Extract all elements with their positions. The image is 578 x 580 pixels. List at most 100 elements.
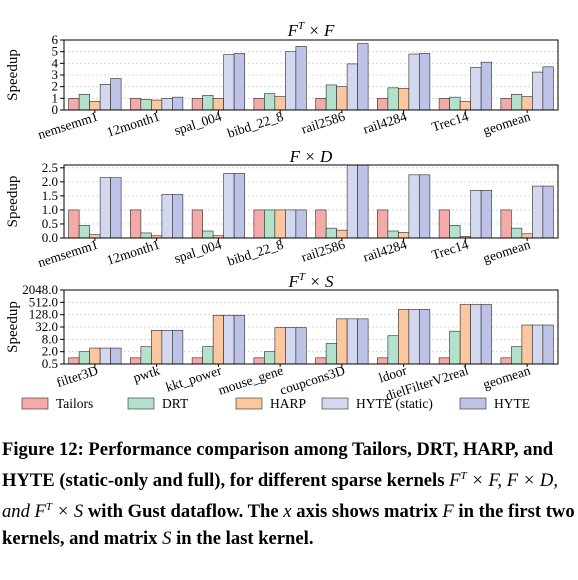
bar-harp-rail2586 <box>336 86 348 111</box>
bar-hyte-spal-004 <box>233 53 245 111</box>
bar-drt-12month1 <box>140 99 152 111</box>
y-tick-label: 2 <box>52 79 59 94</box>
x-tick-label: coupcons3D <box>278 363 347 398</box>
y-tick-label: 32.0 <box>35 319 58 334</box>
bar-hyte-static-rail2586 <box>346 164 358 239</box>
bar-tailors-geomean <box>500 357 512 365</box>
y-tick-label: 2048.0 <box>22 282 58 297</box>
title-part: × F <box>304 21 335 40</box>
chart-title: FT × F <box>287 20 335 40</box>
bar-hyte-static-bibd-22-8 <box>285 51 297 111</box>
plot-frame <box>63 39 559 111</box>
bar-hyte-geomean <box>542 324 554 365</box>
bar-hyte-static-nemsemm1 <box>99 177 111 239</box>
y-tick-label: 1.5 <box>42 188 58 203</box>
bar-drt-trec14 <box>449 96 461 111</box>
bar-hyte-static-filter3d <box>99 347 111 365</box>
bar-tailors-geomean <box>500 209 512 239</box>
y-axis-label: Speedup <box>5 49 21 101</box>
bar-hyte-dielfilterv2real <box>480 304 492 365</box>
bar-tailors-mouse-gene <box>253 357 265 365</box>
bar-tailors-dielfilterv2real <box>438 357 450 365</box>
y-tick-label: 0.5 <box>42 356 58 371</box>
bar-hyte-trec14 <box>480 189 492 239</box>
bar-hyte-spal-004 <box>233 173 245 239</box>
title-part: F <box>287 21 299 40</box>
bar-hyte-static-12month1 <box>161 194 173 239</box>
bar-drt-spal-004 <box>202 230 214 239</box>
y-tick-label: 128.0 <box>29 307 58 322</box>
bar-drt-coupcons3d <box>325 343 337 365</box>
caption-text-5: in the last kernel. <box>176 528 314 550</box>
bar-tailors-rail2586 <box>315 209 327 239</box>
title-superscript: T <box>299 271 306 283</box>
bar-tailors-12month1 <box>130 209 142 239</box>
bar-hyte-static-nemsemm1 <box>99 84 111 111</box>
bar-tailors-nemsemm1 <box>68 98 80 111</box>
bar-tailors-rail4284 <box>377 209 389 239</box>
bar-hyte-ldoor <box>419 309 431 365</box>
bar-tailors-trec14 <box>438 209 450 239</box>
bar-harp-bibd-22-8 <box>274 209 286 239</box>
bar-hyte-trec14 <box>480 61 492 111</box>
legend-swatch-hyte <box>459 397 487 410</box>
caption-math-kernels: × F, F × D, and <box>2 470 558 523</box>
bar-harp-mouse-gene <box>274 327 286 365</box>
bar-harp-ldoor <box>398 309 410 365</box>
legend-label-hyte: HYTE <box>494 396 530 411</box>
bar-tailors-bibd-22-8 <box>253 209 265 239</box>
x-tick-label: mouse_gene <box>216 363 285 398</box>
x-tick-label: geomean <box>481 237 532 266</box>
chart-title: FT × S <box>288 271 334 291</box>
bar-hyte-static-ldoor <box>408 309 420 365</box>
x-tick-label: spal_004 <box>172 109 223 138</box>
bar-harp-coupcons3d <box>336 318 348 365</box>
bar-tailors-filter3d <box>68 357 80 365</box>
bar-drt-geomean <box>511 346 523 365</box>
bar-hyte-static-kkt-power <box>223 314 235 365</box>
caption-math-ft2: FT <box>34 501 53 523</box>
y-tick-label: 1 <box>52 90 59 105</box>
bar-hyte-rail4284 <box>419 174 431 239</box>
chart-title: F × D <box>289 147 333 166</box>
bar-hyte-static-bibd-22-8 <box>285 209 297 239</box>
x-tick-label: rail4284 <box>361 109 409 137</box>
bar-tailors-bibd-22-8 <box>253 98 265 111</box>
caption-text-3: axis shows matrix <box>296 501 438 523</box>
bar-harp-kkt-power <box>212 314 224 365</box>
x-tick-label: rail4284 <box>361 237 409 265</box>
y-axis-label: Speedup <box>5 176 21 228</box>
x-tick-label: geomean <box>481 363 532 392</box>
bar-hyte-rail2586 <box>357 164 369 239</box>
plot-frame <box>63 164 559 239</box>
y-tick-label: 3 <box>52 67 59 82</box>
legend: Tailors DRT HARP HYTE (static) HYTE <box>21 396 530 411</box>
bar-hyte-nemsemm1 <box>110 78 122 111</box>
y-axis-label: Speedup <box>5 301 21 353</box>
bar-hyte-rail2586 <box>357 43 369 111</box>
bar-drt-rail4284 <box>387 230 399 239</box>
bar-hyte-12month1 <box>172 194 184 239</box>
bar-tailors-12month1 <box>130 98 142 111</box>
y-tick-label: 6 <box>52 32 59 47</box>
bar-tailors-kkt-power <box>191 357 203 365</box>
y-tick-label: 512.0 <box>29 294 58 309</box>
chart-panel-3: FT × S 0.52.08.032.0128.0512.02048.0Speed… <box>5 271 559 404</box>
bar-hyte-pwtk <box>172 330 184 365</box>
x-tick-label: kkt_power <box>164 362 224 394</box>
bar-tailors-geomean <box>500 98 512 111</box>
bar-hyte-static-coupcons3d <box>346 318 358 365</box>
bar-drt-geomean <box>511 93 523 111</box>
bar-tailors-trec14 <box>438 98 450 111</box>
bar-hyte-static-geomean <box>532 185 544 239</box>
bar-tailors-nemsemm1 <box>68 209 80 239</box>
bar-drt-bibd-22-8 <box>264 209 276 239</box>
y-tick-label: 0 <box>52 102 59 117</box>
bar-hyte-static-pwtk <box>161 330 173 365</box>
bar-drt-spal-004 <box>202 95 214 111</box>
bar-hyte-static-geomean <box>532 324 544 365</box>
caption-math-s: × S <box>56 501 84 523</box>
title-part: × S <box>305 272 334 291</box>
